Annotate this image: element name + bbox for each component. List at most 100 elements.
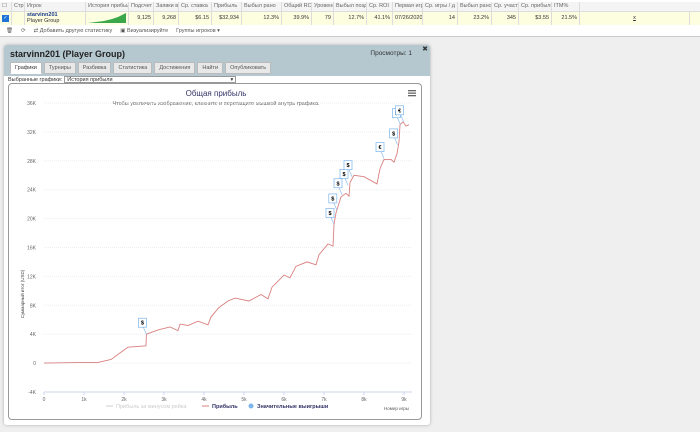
grid-cell: 9,125 — [129, 12, 154, 25]
chart-select-row: Выбранные графики: История прибыли ▾ — [8, 76, 237, 83]
big-win-flag-label: $ — [141, 321, 144, 327]
chart-container[interactable]: Общая прибыль Чтобы увеличить изображени… — [8, 83, 422, 420]
column-header[interactable]: ITM% — [552, 2, 580, 11]
checkbox-checked-icon[interactable]: ✓ — [2, 15, 9, 22]
player-groups-label: Группы игроков — [176, 28, 216, 34]
y-tick-label: 16K — [27, 246, 37, 252]
refresh-icon[interactable]: ⟳ — [20, 28, 26, 34]
big-win-flag[interactable]: € — [395, 105, 404, 122]
column-header[interactable]: Заявки в — [156, 2, 179, 11]
legend-item-rakeless[interactable]: Прибыль за минусом рейка — [116, 403, 187, 410]
grid-cell: 79 — [312, 12, 334, 25]
tab-0[interactable]: Графики — [10, 62, 42, 74]
grid-cell: 21.5% — [552, 12, 580, 25]
x-tick-label: 7k — [321, 397, 327, 403]
grid-data-row[interactable]: ✓ starvinn201 Player Group 9,125 9,268 $6.1… — [0, 12, 700, 25]
x-tick-label: 5k — [241, 397, 247, 403]
big-win-flag-label: $ — [328, 211, 331, 217]
column-header[interactable]: Ср. игры / д — [423, 2, 458, 11]
y-tick-label: 36K — [27, 101, 37, 107]
x-tick-label: 1k — [81, 397, 87, 403]
big-win-flag[interactable]: $ — [389, 128, 398, 146]
column-header[interactable]: История прибыли — [88, 2, 129, 11]
big-win-flag[interactable]: $ — [333, 178, 343, 195]
legend: Прибыль за минусом рейка Прибыль Значите… — [106, 403, 328, 410]
grid-toolbar: 🗑 ⟳ ⇄ Добавить другую статистику ▣ Визуа… — [0, 26, 220, 36]
column-header[interactable]: Первая игр — [395, 2, 423, 11]
grid-cell: 9,268 — [154, 12, 179, 25]
player-dialog: starvinn201 (Player Group) Просмотры: 1 … — [4, 45, 430, 425]
big-win-flag[interactable]: $ — [325, 208, 335, 225]
y-tick-label: 20K — [27, 217, 37, 223]
add-stats-button[interactable]: ⇄ Добавить другую статистику — [33, 28, 113, 34]
x-tick-label: 8k — [361, 397, 367, 403]
y-axis-label: Суммарный итог (USD) — [19, 269, 25, 318]
trash-icon[interactable]: 🗑 — [6, 28, 13, 34]
big-win-flag-label: € — [378, 145, 381, 151]
x-tick-label: 6k — [281, 397, 287, 403]
tab-5[interactable]: Найти — [197, 62, 224, 74]
big-win-flag[interactable]: $ — [328, 193, 338, 211]
player-group: Player Group — [27, 17, 60, 24]
big-win-flag[interactable]: $ — [343, 160, 353, 177]
column-header[interactable]: Выбыл поздно — [336, 2, 367, 11]
y-tick-label: 24K — [27, 188, 37, 194]
chart-select-label: Выбранные графики: — [8, 76, 63, 83]
tab-3[interactable]: Статистика — [113, 62, 153, 74]
grid-header-row: ☐ Стр. Игрок История прибыли Подсчет Заявки в… — [0, 2, 700, 12]
big-win-flag[interactable]: $ — [138, 317, 147, 335]
x-tick-label: 9k — [401, 397, 407, 403]
dialog-header[interactable]: starvinn201 (Player Group) Просмотры: 1 … — [4, 45, 430, 76]
row-checkbox[interactable]: ✓ — [0, 12, 12, 25]
dialog-title: starvinn201 (Player Group) — [10, 49, 126, 59]
visualize-button[interactable]: ▣ Визуализируйте — [120, 28, 169, 34]
column-header[interactable]: Выбыл рано/сч — [460, 2, 492, 11]
select-all-checkbox[interactable]: ☐ — [0, 2, 12, 11]
big-win-flag-label: $ — [331, 196, 334, 202]
player-name[interactable]: starvinn201 — [27, 12, 58, 18]
menu-icon[interactable] — [408, 90, 416, 97]
extra-link[interactable]: x — [580, 12, 690, 25]
column-header[interactable]: Общий ROI — [284, 2, 312, 11]
column-header[interactable]: Ср. участ — [494, 2, 519, 11]
chart-select-value: История прибыли — [67, 77, 113, 83]
player-cell[interactable]: starvinn201 Player Group — [25, 12, 86, 25]
big-win-flag-label: $ — [346, 163, 349, 169]
column-header[interactable]: Игрок — [25, 2, 86, 11]
tab-2[interactable]: Разбивка — [77, 62, 112, 74]
column-header[interactable]: Уровень — [314, 2, 334, 11]
y-tick-label: 32K — [27, 130, 37, 136]
legend-swatch-big-wins — [248, 403, 254, 409]
grid-cell: $32,934 — [212, 12, 242, 25]
grid-cell: 23.2% — [458, 12, 492, 25]
column-header[interactable]: Подсчет — [131, 2, 154, 11]
big-win-flag[interactable]: € — [375, 142, 385, 159]
big-win-flag-label: € — [398, 108, 401, 114]
player-groups-dropdown[interactable]: Группы игроков ▾ — [176, 28, 220, 34]
column-header[interactable]: Стр. — [14, 2, 25, 11]
legend-item-big-wins[interactable]: Значительные выигрыши — [257, 404, 328, 410]
profit-sparkline — [86, 12, 129, 25]
column-header[interactable]: Ср. прибыль — [521, 2, 552, 11]
profit-chart[interactable]: Общая прибыль Чтобы увеличить изображени… — [9, 84, 423, 421]
grid-cell: 12.3% — [242, 12, 282, 25]
tab-1[interactable]: Турниры — [43, 62, 76, 74]
big-win-flag-label: $ — [342, 172, 345, 178]
close-icon[interactable]: ✖ — [422, 46, 428, 53]
chart-select[interactable]: История прибыли ▾ — [64, 76, 237, 83]
profit-series-line[interactable] — [43, 121, 410, 364]
x-tick-label: 4k — [201, 397, 207, 403]
chevron-down-icon: ▾ — [230, 77, 234, 83]
tab-4[interactable]: Достижения — [154, 62, 196, 74]
column-header[interactable]: Выбыл рано — [242, 2, 282, 11]
grid-cell: 14 — [423, 12, 458, 25]
column-header[interactable]: Ср. ставка — [179, 2, 212, 11]
column-header[interactable]: Ср. ROI — [367, 2, 393, 11]
legend-item-profit[interactable]: Прибыль — [212, 403, 238, 410]
y-tick-label: 8K — [30, 303, 37, 309]
y-tick-label: 4K — [30, 332, 37, 338]
grid-cell: 345 — [492, 12, 519, 25]
add-stats-label: Добавить другую статистику — [39, 28, 113, 34]
column-header[interactable]: Прибыль — [212, 2, 242, 11]
tab-6[interactable]: Опубликовать — [225, 62, 272, 74]
